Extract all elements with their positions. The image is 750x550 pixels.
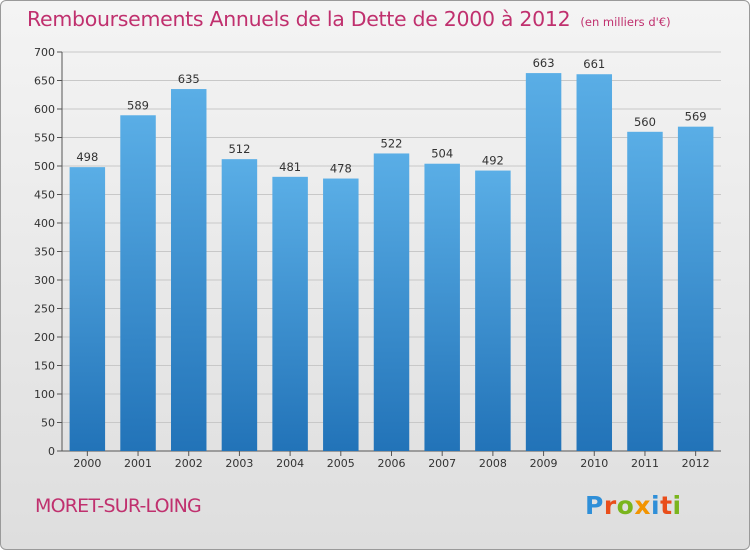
chart-subtitle: (en milliers d'€) [580, 15, 671, 29]
bar [576, 74, 613, 451]
chart-title: Remboursements Annuels de la Dette de 20… [27, 7, 571, 31]
x-tick-label: 2000 [73, 457, 101, 470]
y-tick-label: 400 [34, 217, 55, 230]
commune-name: MORET-SUR-LOING [35, 495, 202, 517]
bar [272, 176, 308, 451]
bar [424, 163, 460, 451]
logo-letter: P [585, 491, 604, 520]
x-tick-label: 2009 [530, 457, 558, 470]
logo-letter: x [634, 491, 651, 520]
bar [475, 170, 511, 451]
bar-value-label: 512 [228, 142, 250, 156]
bar-value-label: 560 [634, 115, 656, 129]
x-tick-label: 2001 [124, 457, 152, 470]
bar-value-label: 569 [685, 110, 707, 124]
x-tick-label: 2004 [276, 457, 304, 470]
bar-value-label: 481 [279, 160, 301, 174]
y-tick-label: 450 [34, 189, 55, 202]
bar [525, 73, 562, 451]
bar-value-label: 478 [330, 162, 352, 176]
y-tick-label: 50 [41, 417, 55, 430]
y-tick-label: 350 [34, 246, 55, 259]
x-tick-label: 2003 [225, 457, 253, 470]
bar-value-label: 635 [178, 72, 200, 86]
logo-letter: t [660, 491, 673, 520]
logo-letter: r [603, 491, 617, 520]
bar-value-label: 663 [533, 56, 555, 70]
logo-letter: o [616, 491, 635, 520]
bar-value-label: 522 [381, 136, 403, 150]
bar [69, 167, 106, 451]
bar-value-label: 504 [431, 147, 453, 161]
x-tick-label: 2002 [175, 457, 203, 470]
proxiti-logo: Proxiti [585, 491, 682, 520]
title-row: Remboursements Annuels de la Dette de 20… [27, 7, 671, 31]
bar [373, 153, 410, 451]
bar [627, 131, 663, 452]
y-tick-label: 700 [34, 46, 55, 59]
y-tick-label: 200 [34, 331, 55, 344]
y-tick-label: 0 [48, 445, 55, 458]
bar [221, 159, 258, 451]
bar [323, 178, 359, 452]
x-tick-label: 2005 [327, 457, 355, 470]
bar-value-label: 589 [127, 98, 149, 112]
y-tick-label: 300 [34, 274, 55, 287]
y-tick-label: 150 [34, 360, 55, 373]
y-tick-label: 650 [34, 75, 55, 88]
x-tick-label: 2012 [682, 457, 710, 470]
bar [170, 89, 207, 452]
x-tick-label: 2008 [479, 457, 507, 470]
x-tick-label: 2011 [631, 457, 659, 470]
y-tick-label: 500 [34, 160, 55, 173]
y-tick-label: 550 [34, 132, 55, 145]
x-tick-label: 2006 [378, 457, 406, 470]
bar-value-label: 492 [482, 154, 504, 168]
bar [120, 115, 156, 452]
bar-value-label: 661 [583, 57, 605, 71]
y-tick-label: 600 [34, 103, 55, 116]
logo-letter: i [651, 491, 661, 520]
bar [677, 126, 714, 452]
x-tick-label: 2007 [428, 457, 456, 470]
x-tick-label: 2010 [580, 457, 608, 470]
bar-value-label: 498 [76, 150, 98, 164]
y-tick-label: 250 [34, 303, 55, 316]
logo-letter: i [672, 491, 682, 520]
y-tick-label: 100 [34, 388, 55, 401]
